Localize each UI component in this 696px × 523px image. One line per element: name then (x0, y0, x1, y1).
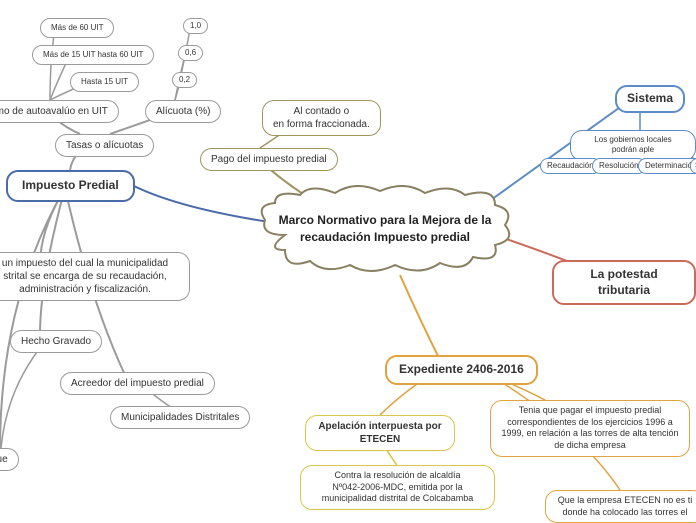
node-tenia[interactable]: Tenia que pagar el impuesto predial corr… (490, 400, 690, 457)
node-definition[interactable]: un impuesto del cual la municipalidad st… (0, 252, 190, 301)
node-v06[interactable]: 0,6 (178, 45, 203, 61)
mindmap-canvas: Marco Normativo para la Mejora de la rec… (0, 0, 696, 520)
node-hasta15[interactable]: Hasta 15 UIT (70, 72, 139, 92)
def-l3: administración y fiscalización. (19, 284, 151, 295)
node-sistema[interactable]: Sistema (615, 85, 685, 113)
node-tasas[interactable]: Tasas o alícuotas (55, 134, 154, 157)
node-determinacion[interactable]: Determinación (638, 158, 696, 174)
def-l2: strital se encarga de su recaudación, (3, 271, 166, 282)
node-impuesto-predial[interactable]: Impuesto Predial (6, 170, 135, 202)
node-gobiernos[interactable]: Los gobiernos locales podrán aple (570, 130, 696, 161)
central-line2: recaudación Impuesto predial (300, 230, 470, 244)
node-apelacion[interactable]: Apelación interpuesta por ETECEN (305, 415, 455, 451)
node-tramo[interactable]: Tramo de autoavalúo en UIT (0, 100, 119, 123)
node-potestad[interactable]: La potestad tributaria (552, 260, 696, 305)
node-alicuota[interactable]: Alícuota (%) (145, 100, 221, 123)
node-hecho[interactable]: Hecho Gravado (10, 330, 102, 353)
node-mas15[interactable]: Más de 15 UIT hasta 60 UIT (32, 45, 154, 65)
node-pago[interactable]: Pago del impuesto predial (200, 148, 338, 171)
central-line1: Marco Normativo para la Mejora de la (279, 213, 492, 227)
node-v02[interactable]: 0,2 (172, 72, 197, 88)
node-expediente[interactable]: Expediente 2406-2016 (385, 355, 538, 385)
node-acreedor[interactable]: Acreedor del impuesto predial (60, 372, 215, 395)
node-contado[interactable]: Al contado o en forma fraccionada. (262, 100, 381, 136)
node-munis[interactable]: Municipalidades Distritales (110, 406, 250, 429)
node-etecen[interactable]: Que la empresa ETECEN no es ti donde ha … (545, 490, 696, 523)
node-mas60[interactable]: Más de 60 UIT (40, 18, 114, 38)
node-contra[interactable]: Contra la resolución de alcaldía Nº042-2… (300, 465, 495, 510)
def-l1: un impuesto del cual la municipalidad (2, 258, 168, 269)
central-topic[interactable]: Marco Normativo para la Mejora de la rec… (265, 212, 505, 246)
node-v10[interactable]: 1,0 (183, 18, 208, 34)
node-que[interactable]: que (0, 448, 19, 471)
